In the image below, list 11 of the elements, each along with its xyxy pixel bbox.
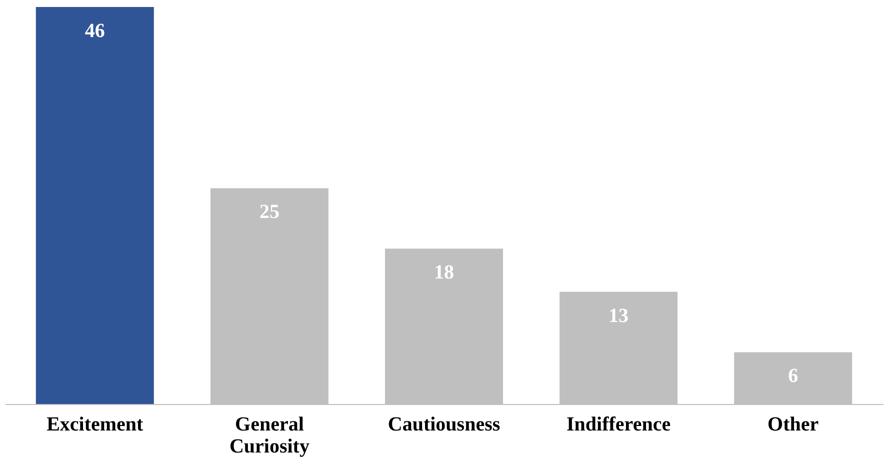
- x-tick-label: Cautiousness: [388, 414, 500, 436]
- bar: [36, 7, 154, 404]
- x-tick-label: General Curiosity: [229, 414, 310, 458]
- data-label: 6: [788, 365, 798, 388]
- data-label: 13: [608, 304, 629, 327]
- x-tick-label: Other: [768, 414, 819, 436]
- x-tick-label: Indifference: [566, 414, 671, 436]
- x-tick-label: Excitement: [46, 414, 144, 436]
- data-label: 25: [259, 201, 280, 224]
- data-label: 18: [434, 262, 454, 284]
- data-label: 46: [84, 20, 105, 42]
